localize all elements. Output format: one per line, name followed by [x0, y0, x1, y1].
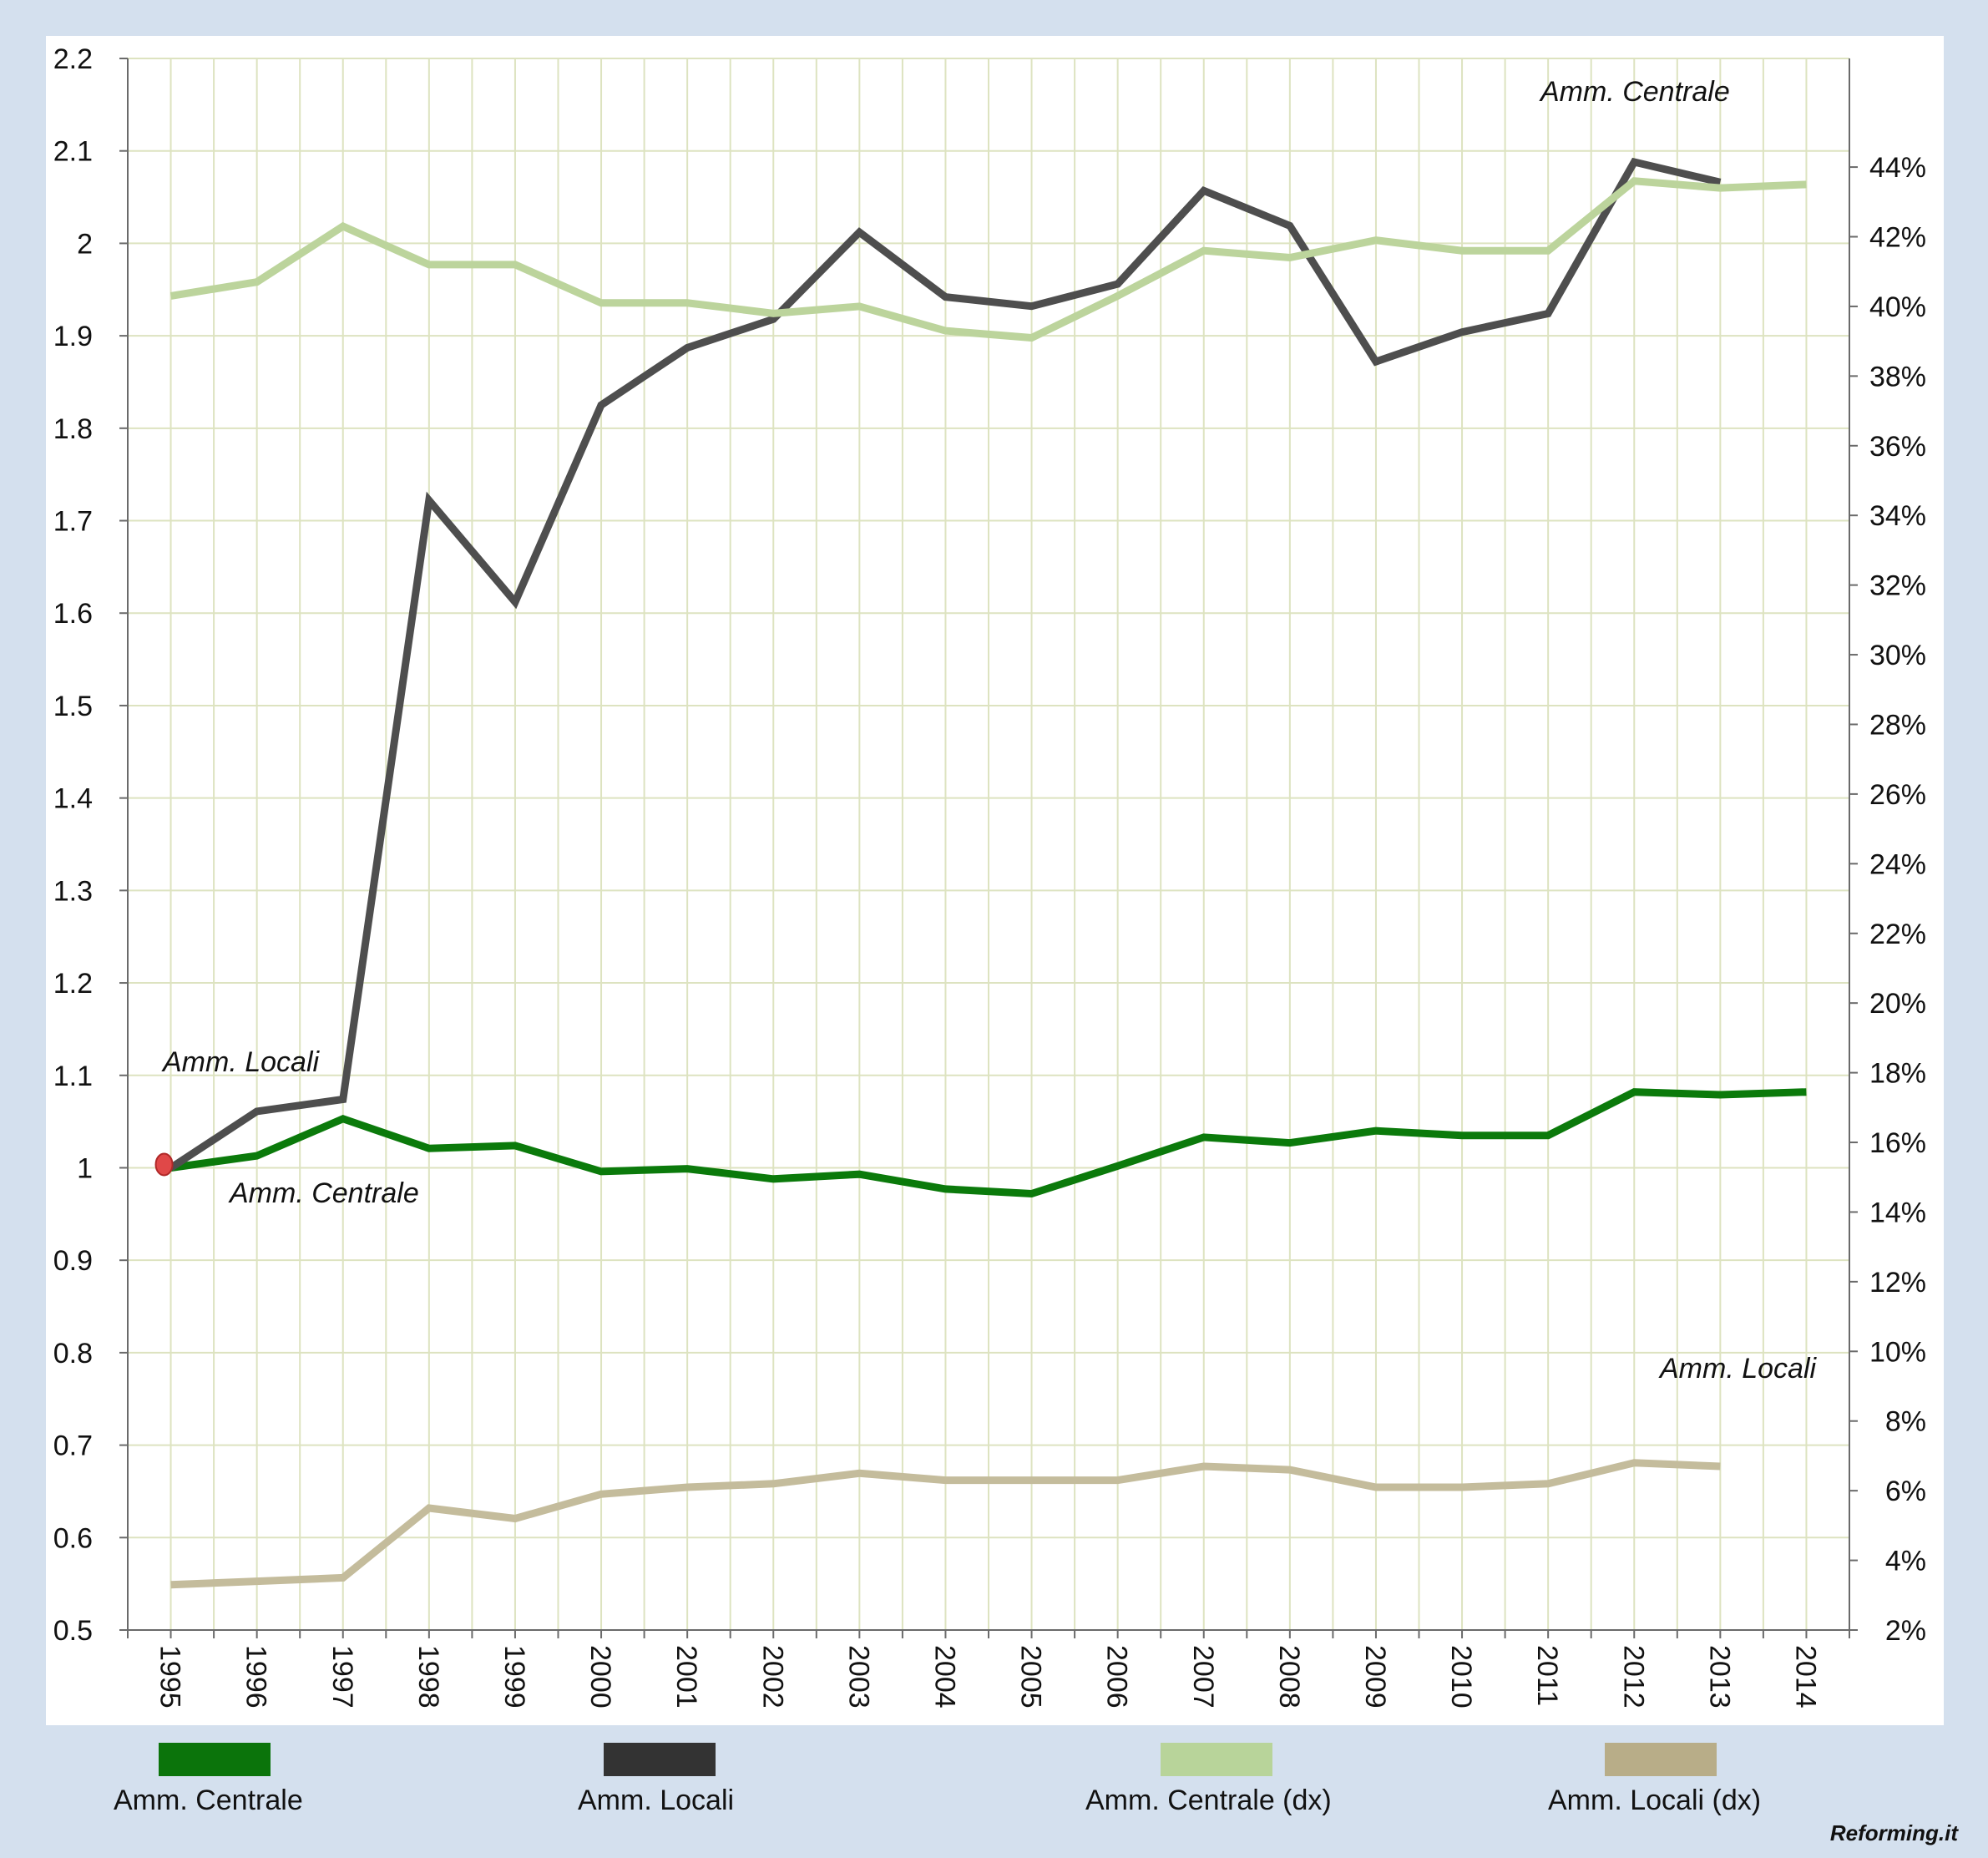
x-tick-label: 1996 [240, 1645, 272, 1709]
x-tick-label: 2001 [670, 1645, 702, 1709]
series-line-amm-centrale [169, 1088, 1807, 1198]
series-annotation: Amm. Centrale [1539, 76, 1730, 108]
right-tick-label: 24% [1869, 848, 1926, 880]
series-annotation: Amm. Locali [161, 1046, 320, 1078]
x-tick-label: 2004 [928, 1645, 960, 1709]
left-tick-label: 0.8 [53, 1338, 93, 1369]
right-tick-label: 8% [1885, 1406, 1926, 1438]
right-tick-label: 20% [1869, 988, 1926, 1020]
left-tick-label: 1.1 [53, 1061, 93, 1092]
left-tick-label: 1.6 [53, 598, 93, 630]
left-tick-label: 0.9 [53, 1245, 93, 1277]
left-tick-label: 0.5 [53, 1615, 93, 1647]
x-tick-label: 2006 [1101, 1645, 1133, 1709]
right-tick-label: 32% [1869, 570, 1926, 602]
left-tick-label: 2 [77, 228, 93, 260]
left-tick-label: 2.1 [53, 136, 93, 168]
left-tick-label: 1 [77, 1152, 93, 1184]
legend-label: Amm. Centrale [114, 1785, 303, 1816]
x-tick-label: 2000 [584, 1645, 616, 1709]
x-tick-label: 1999 [498, 1645, 530, 1709]
right-tick-label: 44% [1869, 152, 1926, 184]
right-tick-label: 40% [1869, 291, 1926, 323]
source-credit: Reforming.it [1829, 1820, 1958, 1845]
legend-label: Amm. Locali (dx) [1548, 1785, 1762, 1816]
x-tick-label: 1997 [326, 1645, 358, 1709]
left-tick-label: 1.3 [53, 875, 93, 907]
legend-label: Amm. Centrale (dx) [1085, 1785, 1332, 1816]
series-line-amm-locali [169, 157, 1722, 1172]
series-annotation: Amm. Locali [1658, 1353, 1817, 1385]
start-point-marker [154, 1152, 174, 1177]
right-tick-label: 26% [1869, 779, 1926, 811]
x-tick-label: 2014 [1789, 1645, 1821, 1709]
right-tick-label: 16% [1869, 1127, 1926, 1159]
series-line-amm-centrale-dx [169, 177, 1807, 342]
left-tick-label: 0.6 [53, 1522, 93, 1554]
left-tick-label: 1.8 [53, 413, 93, 445]
legend-swatch [159, 1743, 271, 1776]
right-tick-label: 10% [1869, 1336, 1926, 1368]
right-tick-label: 38% [1869, 361, 1926, 392]
x-tick-label: 2002 [756, 1645, 788, 1709]
left-tick-label: 1.9 [53, 321, 93, 352]
right-tick-label: 36% [1869, 431, 1926, 463]
right-tick-label: 12% [1869, 1267, 1926, 1299]
left-tick-label: 1.4 [53, 783, 93, 815]
x-tick-label: 2011 [1531, 1645, 1563, 1706]
left-tick-label: 0.7 [53, 1430, 93, 1462]
x-tick-label: 2013 [1703, 1645, 1735, 1709]
right-tick-label: 2% [1885, 1615, 1926, 1647]
right-tick-label: 34% [1869, 500, 1926, 532]
right-tick-label: 28% [1869, 709, 1926, 741]
x-tick-label: 1995 [154, 1645, 186, 1709]
right-tick-label: 18% [1869, 1058, 1926, 1090]
left-tick-label: 1.5 [53, 691, 93, 722]
chart-panel: 0.5 0.6 0.7 0.8 0.9 1 1.1 1.2 1.3 1.4 1.5 1.6 1.7 1.8… [46, 36, 1944, 1725]
legend-label: Amm. Locali [578, 1785, 735, 1816]
x-tick-label: 2010 [1445, 1645, 1477, 1709]
series-annotation: Amm. Centrale [228, 1177, 419, 1209]
x-tick-label: 2012 [1617, 1645, 1649, 1709]
x-tick-label: 2008 [1273, 1645, 1305, 1709]
right-tick-label: 14% [1869, 1197, 1926, 1228]
right-tick-label: 6% [1885, 1476, 1926, 1507]
series-line-amm-locali-dx [170, 1459, 1721, 1589]
left-tick-label: 1.7 [53, 506, 93, 538]
right-tick-label: 30% [1869, 640, 1926, 671]
left-tick-label: 1.2 [53, 968, 93, 1000]
line-chart: 0.5 0.6 0.7 0.8 0.9 1 1.1 1.2 1.3 1.4 1.5 1.6 1.7 1.8… [53, 43, 1926, 1709]
legend-swatch [604, 1743, 716, 1776]
left-tick-label: 2.2 [53, 43, 93, 75]
right-tick-label: 22% [1869, 919, 1926, 950]
x-tick-label: 2003 [842, 1645, 874, 1709]
legend-swatch [1605, 1743, 1717, 1776]
x-tick-label: 2005 [1015, 1645, 1047, 1709]
right-tick-label: 42% [1869, 222, 1926, 254]
legend-swatch [1161, 1743, 1272, 1776]
x-tick-label: 1998 [412, 1645, 444, 1709]
x-tick-label: 2009 [1359, 1645, 1391, 1709]
right-tick-label: 4% [1885, 1546, 1926, 1577]
x-tick-label: 2007 [1187, 1645, 1219, 1709]
